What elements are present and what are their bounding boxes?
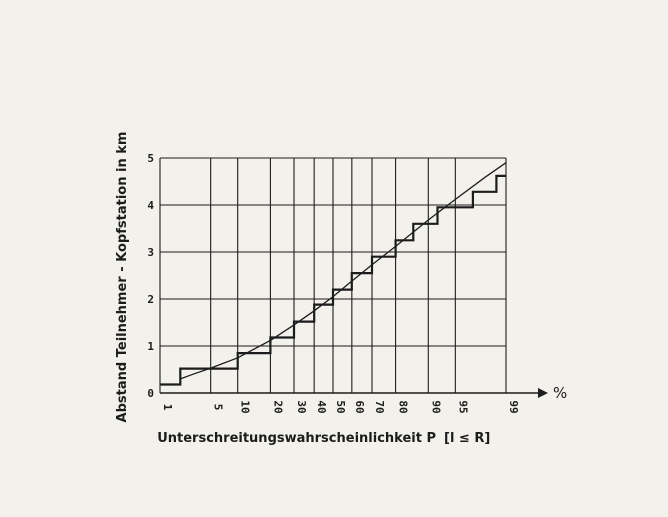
y-tick-label: 5 xyxy=(147,152,154,165)
series xyxy=(160,162,507,386)
y-tick-label: 1 xyxy=(147,340,154,353)
x-tick-label: 40 xyxy=(315,400,328,413)
y-axis-label: Abstand Teilnehmer - Kopfstation in km xyxy=(115,132,130,423)
x-tick-label: 50 xyxy=(334,400,347,413)
x-axis-label: Unterschreitungswahrscheinlichkeit P xyxy=(157,431,436,446)
grid xyxy=(159,157,507,394)
y-tick-label: 3 xyxy=(147,246,154,259)
y-tick-label: 2 xyxy=(147,293,154,306)
x-tick-labels: 1 5 10 20 30 40 50 60 70 80 90 95 99 xyxy=(161,400,520,413)
x-tick-label: 99 xyxy=(507,400,520,413)
x-tick-label: 70 xyxy=(373,400,386,413)
x-tick-label: 30 xyxy=(295,400,308,413)
y-tick-label: 0 xyxy=(147,387,154,400)
x-axis-label-formula: [l ≤ R] xyxy=(444,431,490,446)
x-axis-unit: % xyxy=(553,384,567,402)
x-tick-label: 90 xyxy=(429,400,442,413)
x-tick-label: 10 xyxy=(239,400,252,413)
x-tick-label: 5 xyxy=(212,404,225,411)
x-tick-label: 60 xyxy=(353,400,366,413)
x-tick-label: 80 xyxy=(397,400,410,413)
x-tick-label: 20 xyxy=(271,400,284,413)
y-tick-label: 4 xyxy=(147,199,154,212)
x-tick-label: 1 xyxy=(161,404,174,411)
x-tick-label: 95 xyxy=(456,400,469,413)
series-line-fit xyxy=(180,162,507,380)
y-tick-labels: 0 1 2 3 4 5 xyxy=(147,152,154,400)
x-axis-arrowhead xyxy=(538,388,548,398)
